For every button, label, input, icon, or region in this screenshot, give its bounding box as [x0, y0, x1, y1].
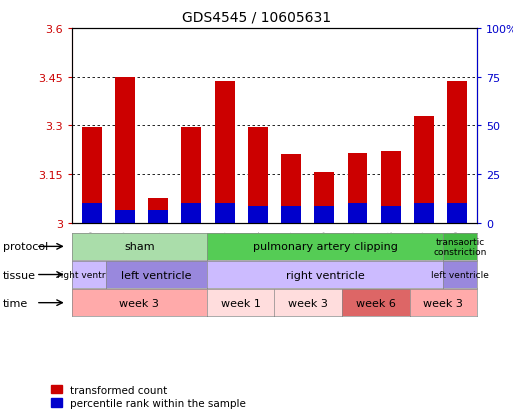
Bar [148, 199, 168, 223]
Text: week 3: week 3 [288, 298, 328, 308]
Bar [82, 204, 102, 223]
Bar [381, 207, 401, 223]
Bar [281, 155, 301, 223]
Bar [414, 204, 434, 223]
Bar [115, 210, 135, 223]
Text: week 6: week 6 [356, 298, 396, 308]
Bar [347, 204, 367, 223]
Text: week 3: week 3 [423, 298, 463, 308]
Bar [182, 204, 202, 223]
Text: week 1: week 1 [221, 298, 261, 308]
Text: transaortic
constriction: transaortic constriction [433, 237, 487, 256]
Text: left ventricle: left ventricle [431, 271, 489, 279]
Text: right ventricle: right ventricle [286, 270, 365, 280]
Text: week 3: week 3 [120, 298, 160, 308]
Bar [447, 82, 467, 223]
Bar [447, 204, 467, 223]
Bar [314, 173, 334, 223]
Bar [214, 204, 234, 223]
Bar [214, 82, 234, 223]
Bar [347, 154, 367, 223]
Text: sham: sham [124, 242, 155, 252]
Bar [248, 128, 268, 223]
Bar [414, 116, 434, 223]
Bar [314, 207, 334, 223]
Text: GDS4545 / 10605631: GDS4545 / 10605631 [182, 10, 331, 24]
Bar [248, 207, 268, 223]
Text: pulmonary artery clipping: pulmonary artery clipping [253, 242, 398, 252]
Legend: transformed count, percentile rank within the sample: transformed count, percentile rank withi… [51, 385, 246, 408]
Bar [281, 207, 301, 223]
Text: left ventricle: left ventricle [121, 270, 191, 280]
Bar [115, 77, 135, 223]
Bar [82, 128, 102, 223]
Text: tissue: tissue [3, 270, 35, 280]
Text: time: time [3, 298, 28, 308]
Text: right ventricle: right ventricle [56, 271, 121, 279]
Bar [148, 210, 168, 223]
Bar [381, 152, 401, 223]
Bar [182, 128, 202, 223]
Text: protocol: protocol [3, 242, 48, 252]
